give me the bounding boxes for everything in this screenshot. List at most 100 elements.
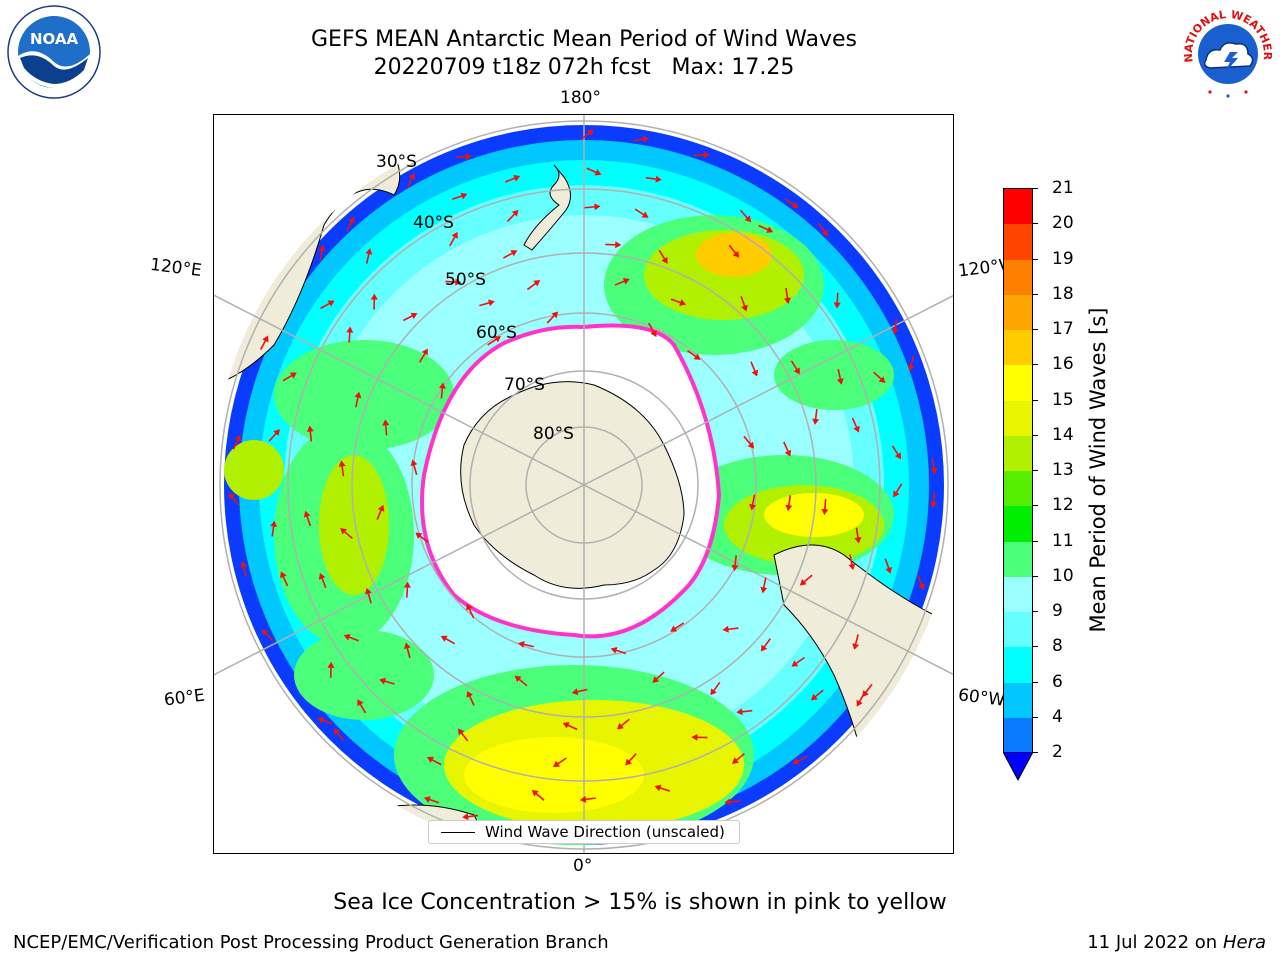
wind-arrow — [856, 692, 866, 707]
colorbar-segment — [1004, 541, 1032, 578]
wind-arrow — [402, 312, 418, 322]
wind-arrow — [418, 348, 428, 363]
wind-arrow — [403, 581, 411, 598]
colorbar-tick-label: 8 — [1052, 636, 1063, 657]
colorbar-tick-label: 15 — [1052, 389, 1074, 410]
colorbar-tick — [1032, 399, 1038, 401]
polar-map — [214, 115, 953, 853]
wind-arrow — [743, 435, 755, 449]
colorbar-tick-label: 18 — [1052, 283, 1074, 304]
wind-arrow — [280, 571, 289, 587]
colorbar-tick — [1032, 188, 1038, 189]
wind-arrow — [605, 241, 622, 249]
wind-arrow — [783, 441, 792, 457]
wind-arrow — [303, 510, 312, 527]
wind-arrow — [333, 728, 345, 741]
colorbar-segment — [1004, 330, 1032, 366]
wind-arrow — [821, 499, 829, 516]
colorbar-segment — [1004, 400, 1032, 437]
wind-arrow — [232, 434, 241, 450]
lat-label-40s: 40°S — [413, 213, 454, 233]
lon-label-120e: 120°E — [148, 254, 203, 282]
wind-arrow — [891, 445, 902, 460]
colorbar-segment — [1004, 506, 1032, 542]
wind-arrow — [346, 326, 354, 343]
wind-arrow — [851, 417, 860, 433]
wind-arrow — [930, 458, 938, 475]
wind-arrow — [691, 733, 708, 741]
wind-arrow — [739, 209, 752, 223]
noaa-logo-text: NOAA — [30, 30, 79, 48]
wind-arrow — [365, 587, 372, 604]
wind-arrow — [340, 527, 353, 539]
colorbar-segment — [1004, 189, 1032, 225]
colorbar-segment — [1004, 365, 1032, 401]
wind-arrow — [282, 372, 297, 382]
wind-arrow — [318, 572, 327, 589]
wind-arrow — [732, 753, 745, 764]
wind-arrow — [760, 638, 771, 652]
wind-arrow — [652, 671, 665, 683]
colorbar-tick — [1032, 223, 1038, 225]
wind-arrow — [907, 355, 915, 372]
colorbar-tick-label: 16 — [1052, 354, 1074, 375]
lat-label-50s: 50°S — [445, 270, 486, 290]
wind-arrows — [228, 129, 938, 838]
wind-arrow — [268, 429, 280, 442]
wind-arrow — [758, 224, 774, 233]
wind-arrow — [654, 784, 671, 792]
wind-arrow — [670, 622, 685, 632]
wind-arrow — [614, 278, 630, 286]
wind-arrow — [634, 208, 649, 218]
wind-arrow — [546, 311, 559, 324]
wind-arrow — [376, 504, 385, 520]
wind-arrow — [658, 249, 668, 264]
colorbar-tick-label: 9 — [1052, 601, 1063, 621]
wind-arrow — [728, 244, 740, 258]
wind-arrow — [571, 688, 588, 696]
wind-arrow — [382, 419, 390, 436]
wind-arrow — [586, 167, 602, 176]
wind-arrow — [584, 203, 601, 211]
wind-arrow — [259, 335, 269, 351]
lat-label-30s: 30°S — [376, 152, 417, 172]
wind-arrow — [318, 244, 326, 261]
wind-arrow — [379, 677, 395, 685]
wind-arrow — [687, 349, 701, 360]
wind-arrow — [365, 248, 373, 264]
wind-arrow — [610, 647, 627, 655]
wind-arrow — [791, 656, 806, 667]
colorbar-tick — [1032, 611, 1038, 612]
colorbar-segment — [1004, 647, 1032, 683]
wind-arrow — [749, 494, 757, 511]
colorbar-tick — [1032, 716, 1038, 718]
wind-arrow — [740, 296, 748, 312]
wind-arrow — [357, 699, 367, 714]
lat-label-60s: 60°S — [476, 323, 517, 343]
wind-arrow — [833, 292, 841, 309]
wind-arrow — [552, 757, 567, 767]
wind-arrow — [799, 574, 813, 586]
wind-arrow — [455, 153, 472, 161]
wind-arrow — [338, 460, 346, 477]
map-legend: Wind Wave Direction (unscaled) — [428, 820, 740, 844]
wind-arrow — [693, 151, 710, 159]
map-panel — [213, 114, 954, 854]
wind-arrow — [854, 527, 862, 544]
colorbar-tick-label: 21 — [1052, 178, 1074, 198]
lon-label-60w: 60°W — [956, 685, 1006, 711]
colorbar-segment — [1004, 224, 1032, 260]
colorbar-segment — [1004, 471, 1032, 507]
colorbar-segment — [1004, 435, 1032, 472]
colorbar-segment — [1004, 682, 1032, 719]
wind-arrow — [579, 795, 596, 803]
colorbar-tick-label: 13 — [1052, 460, 1074, 480]
colorbar-tick — [1032, 470, 1038, 471]
colorbar-tick — [1032, 646, 1038, 648]
wind-arrow — [848, 554, 856, 571]
wind-arrow — [506, 209, 519, 223]
lon-label-60e: 60°E — [162, 685, 206, 711]
credit-right: 11 Jul 2022 on Hera — [1087, 932, 1266, 953]
wind-arrow — [783, 288, 791, 304]
colorbar-tick-label: 17 — [1052, 319, 1074, 339]
